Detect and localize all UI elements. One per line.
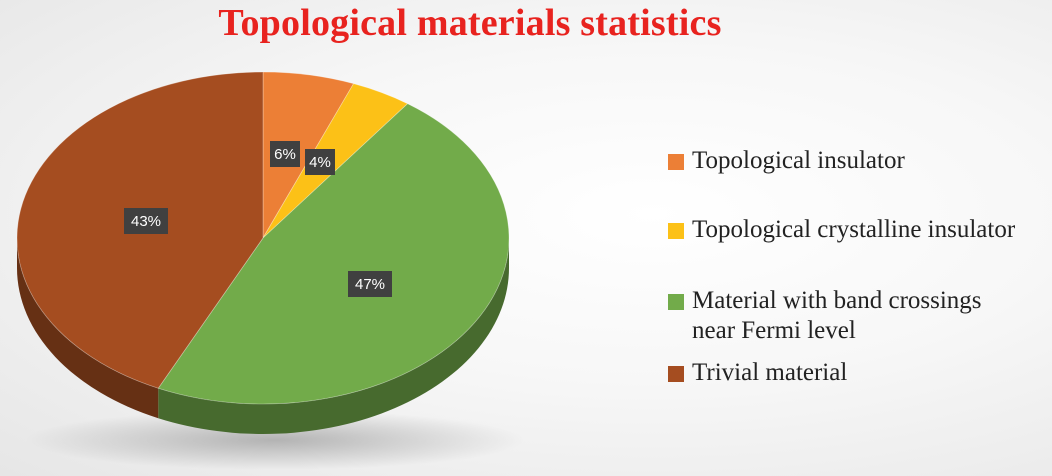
data-label-text: 47% bbox=[355, 276, 385, 293]
legend-label: Trivial material bbox=[692, 359, 848, 386]
pie-shadow bbox=[25, 410, 525, 470]
data-label-box bbox=[348, 271, 392, 297]
data-label-material-with-band-crossings-near-fermi-level: 47% bbox=[348, 271, 392, 297]
legend-item-trivial-material: Trivial material bbox=[668, 358, 1052, 388]
legend-label: Material with band crossings near Fermi … bbox=[692, 287, 982, 344]
legend-item-topological-insulator: Topological insulator bbox=[668, 146, 1052, 176]
legend-swatch bbox=[668, 154, 684, 170]
data-label-text: 6% bbox=[274, 146, 296, 163]
legend-label: Topological crystalline insulator bbox=[692, 216, 1016, 243]
pie-slices bbox=[16, 71, 510, 405]
pie-side-material-with-band-crossings-near-fermi-level bbox=[158, 238, 509, 434]
legend-item-topological-crystalline-insulator: Topological crystalline insulator bbox=[668, 215, 1052, 245]
pie-depth bbox=[17, 238, 509, 434]
pie-slice-topological-crystalline-insulator bbox=[262, 83, 409, 239]
legend-item-band-crossings: Material with band crossings near Fermi … bbox=[668, 286, 1052, 346]
data-label-box bbox=[305, 149, 335, 175]
data-label-text: 4% bbox=[309, 154, 331, 171]
legend-label: Topological insulator bbox=[692, 147, 905, 174]
data-label-box bbox=[270, 141, 300, 167]
data-label-text: 43% bbox=[131, 213, 161, 230]
pie-side-trivial-material bbox=[17, 238, 159, 419]
data-label-topological-insulator: 6% bbox=[270, 141, 300, 167]
data-label-box bbox=[124, 208, 168, 234]
pie-slice-material-with-band-crossings-near-fermi-level bbox=[157, 103, 510, 405]
data-label-trivial-material: 43% bbox=[124, 208, 168, 234]
data-label-topological-crystalline-insulator: 4% bbox=[305, 149, 335, 175]
legend-swatch bbox=[668, 294, 684, 310]
pie-data-labels: 6% 4% 47% 43% bbox=[124, 141, 392, 297]
chart-title: Topological materials statistics bbox=[218, 2, 722, 44]
legend-swatch bbox=[668, 366, 684, 382]
legend-swatch bbox=[668, 223, 684, 239]
